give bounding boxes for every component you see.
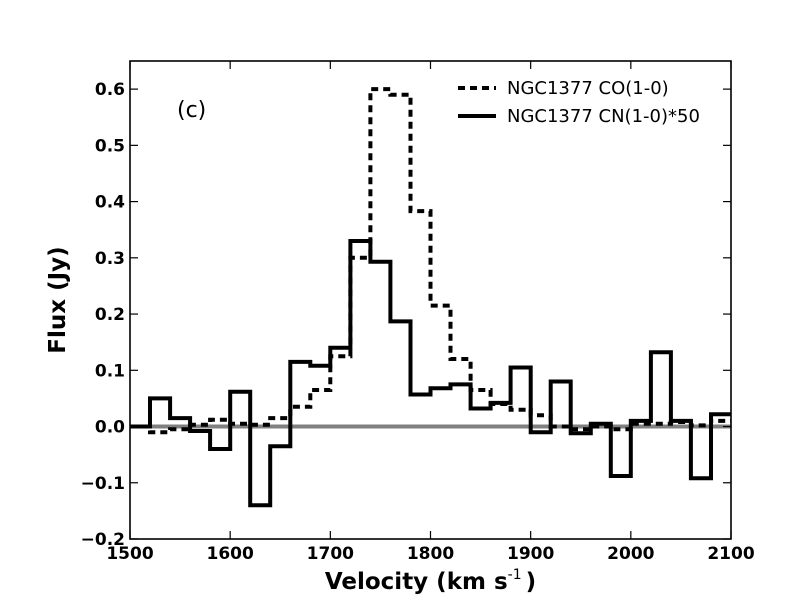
y-tick-label: 0.6 xyxy=(95,80,125,100)
plot-area xyxy=(130,87,731,508)
x-tick-label: 1500 xyxy=(106,544,153,564)
x-axis-label: Velocity (km s-1) xyxy=(325,567,536,595)
y-tick-label: 0.4 xyxy=(95,193,125,213)
x-tick-label: 1800 xyxy=(407,544,454,564)
series-line-cn xyxy=(130,239,731,508)
y-axis-label: Flux (Jy) xyxy=(45,246,71,353)
legend-label-cn: NGC1377 CN(1-0)*50 xyxy=(507,106,700,127)
x-tick-label: 2100 xyxy=(707,544,754,564)
x-tick-label: 1700 xyxy=(307,544,354,564)
x-tick-label: 1600 xyxy=(207,544,254,564)
y-tick-label: 0.5 xyxy=(95,136,125,156)
x-tick-label: 2000 xyxy=(607,544,654,564)
plot-series-group xyxy=(130,87,731,508)
x-axis-label-suffix: ) xyxy=(526,569,537,595)
panel-label: (c) xyxy=(177,98,206,123)
x-tick-label: 1900 xyxy=(507,544,554,564)
y-tick-label: 0.2 xyxy=(95,305,125,325)
legend-label-co: NGC1377 CO(1-0) xyxy=(507,78,669,99)
y-tick-label: −0.2 xyxy=(81,530,125,550)
x-axis-label-main: Velocity (km s xyxy=(325,569,508,595)
y-tick-label: 0.1 xyxy=(95,361,125,381)
y-tick-label: −0.1 xyxy=(81,474,125,494)
axis-ticks: 1500 1600 1700 1800 1900 2000 2100 −0.2 −0.1 0.0 0… xyxy=(81,61,755,564)
y-tick-label: 0.0 xyxy=(95,418,125,438)
x-axis-label-exponent: -1 xyxy=(508,567,522,583)
legend: NGC1377 CO(1-0) NGC1377 CN(1-0)*50 xyxy=(458,78,700,127)
y-tick-label: 0.3 xyxy=(95,249,125,269)
